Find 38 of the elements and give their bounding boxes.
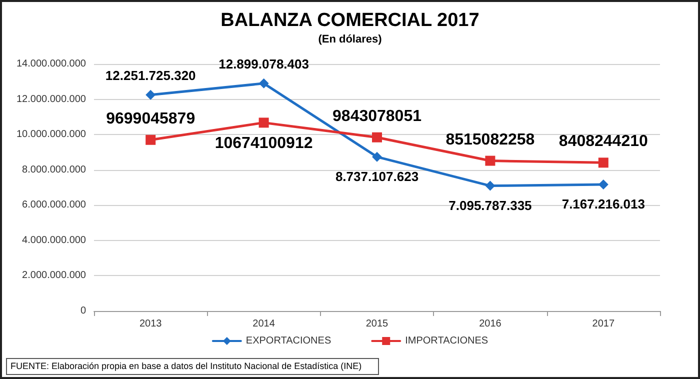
- x-tick-label: 2015: [366, 318, 389, 330]
- x-tick-label: 2016: [479, 318, 502, 330]
- data-label: 7.167.216.013: [562, 196, 645, 212]
- source-note: FUENTE: Elaboración propia en base a datos del Instituto Nacional de Estadística (INE): [10, 361, 362, 371]
- x-tick-label: 2017: [592, 318, 615, 330]
- data-label: 7.095.787.335: [448, 198, 532, 213]
- y-tick-label: 4.000.000.000: [22, 234, 86, 246]
- x-tick-label: 2013: [139, 318, 162, 330]
- y-tick-label: 14.000.000.000: [16, 58, 86, 70]
- data-label: 12.251.725.320: [105, 68, 196, 83]
- point: [485, 156, 496, 166]
- point: [485, 180, 496, 191]
- y-tick-label: 0: [80, 306, 86, 316]
- y-tick-label: 6.000.000.000: [22, 200, 86, 211]
- data-label: 8.737.107.623: [335, 168, 419, 184]
- data-label: 10674100912: [214, 135, 313, 152]
- x-tick-label: 2014: [252, 318, 276, 330]
- y-tick-label: 2.000.000.000: [22, 270, 86, 282]
- point: [372, 132, 382, 142]
- point: [146, 90, 156, 100]
- data-label: 8515082258: [446, 131, 535, 148]
- data-label: 8408244210: [558, 133, 648, 150]
- y-tick-label: 10.000.000.000: [16, 129, 86, 140]
- y-tick-label: 8.000.000.000: [22, 164, 86, 176]
- point: [598, 180, 608, 190]
- legend-label: EXPORTACIONES: [246, 336, 332, 346]
- data-label: 9843078051: [332, 108, 422, 125]
- data-label: 9699045879: [106, 110, 196, 128]
- chart-subtitle: (En dólares): [318, 34, 382, 46]
- point: [146, 134, 156, 145]
- point: [372, 152, 382, 162]
- point: [598, 158, 608, 168]
- data-label: 12.899.078.403: [218, 56, 309, 72]
- y-tick-label: 12.000.000.000: [16, 94, 86, 105]
- point: [258, 118, 269, 128]
- chart-title: BALANZA COMERCIAL 2017: [220, 10, 480, 31]
- point: [258, 78, 269, 88]
- legend-label: IMPORTACIONES: [405, 336, 488, 346]
